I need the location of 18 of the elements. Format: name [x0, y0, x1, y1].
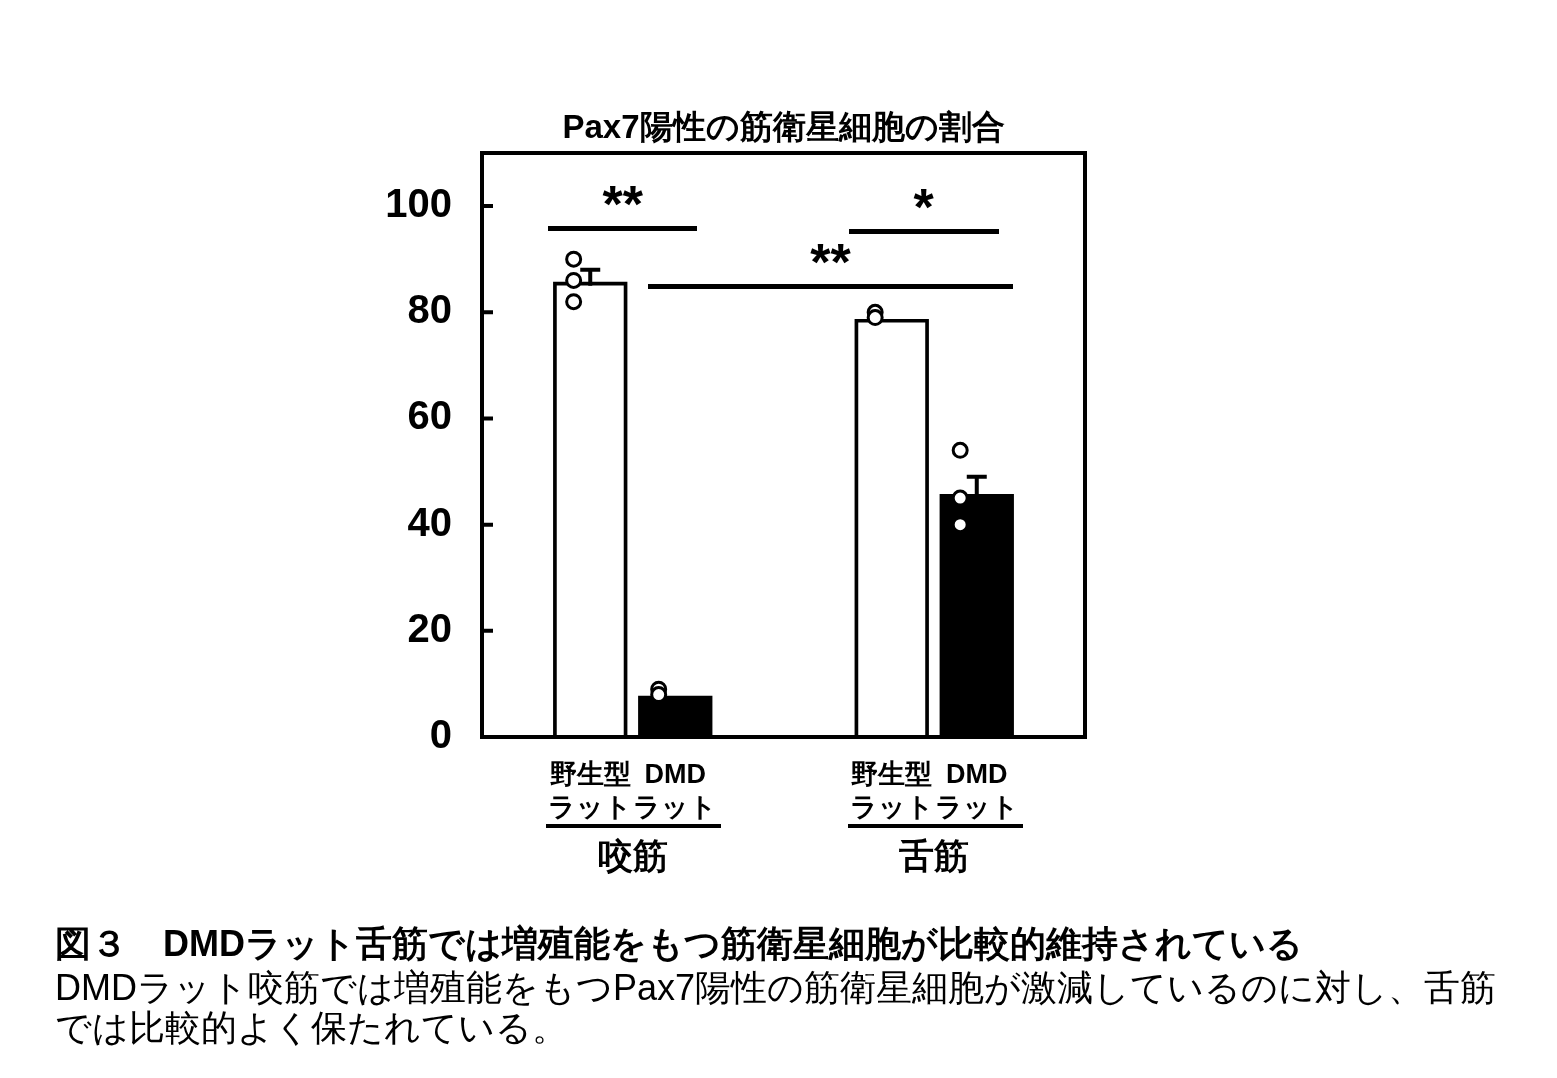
annotation: ** [809, 233, 852, 291]
annotation: * [912, 178, 935, 236]
y-tick-label: 80 [407, 287, 452, 332]
series-label: 野生型ラット [548, 758, 633, 824]
annotation: ** [601, 175, 644, 233]
y-tick-label: 20 [407, 605, 452, 650]
y-tick-label: 100 [385, 181, 452, 226]
y-tick-label: 60 [407, 393, 452, 438]
text: DMDラット咬筋では増殖能をもつPax7陽性の筋衛星細胞が激減しているのに対し、舌筋では比較的よく保たれている。 [55, 967, 1498, 1048]
text: 野生型ラット [849, 759, 934, 822]
x-tick-label: 咬筋 [597, 835, 668, 875]
text: DMDラット [934, 759, 1019, 822]
y-tick-label: 40 [407, 499, 452, 544]
chart-title: Pax7陽性の筋衛星細胞の割合 [561, 107, 1006, 147]
series-label: DMDラット [633, 758, 718, 824]
caption: 図３ DMDラット舌筋では増殖能をもつ筋衛星細胞が比較的維持されている [55, 923, 1304, 964]
y-tick-label: 0 [429, 712, 452, 757]
x-tick-label: 舌筋 [898, 835, 970, 875]
